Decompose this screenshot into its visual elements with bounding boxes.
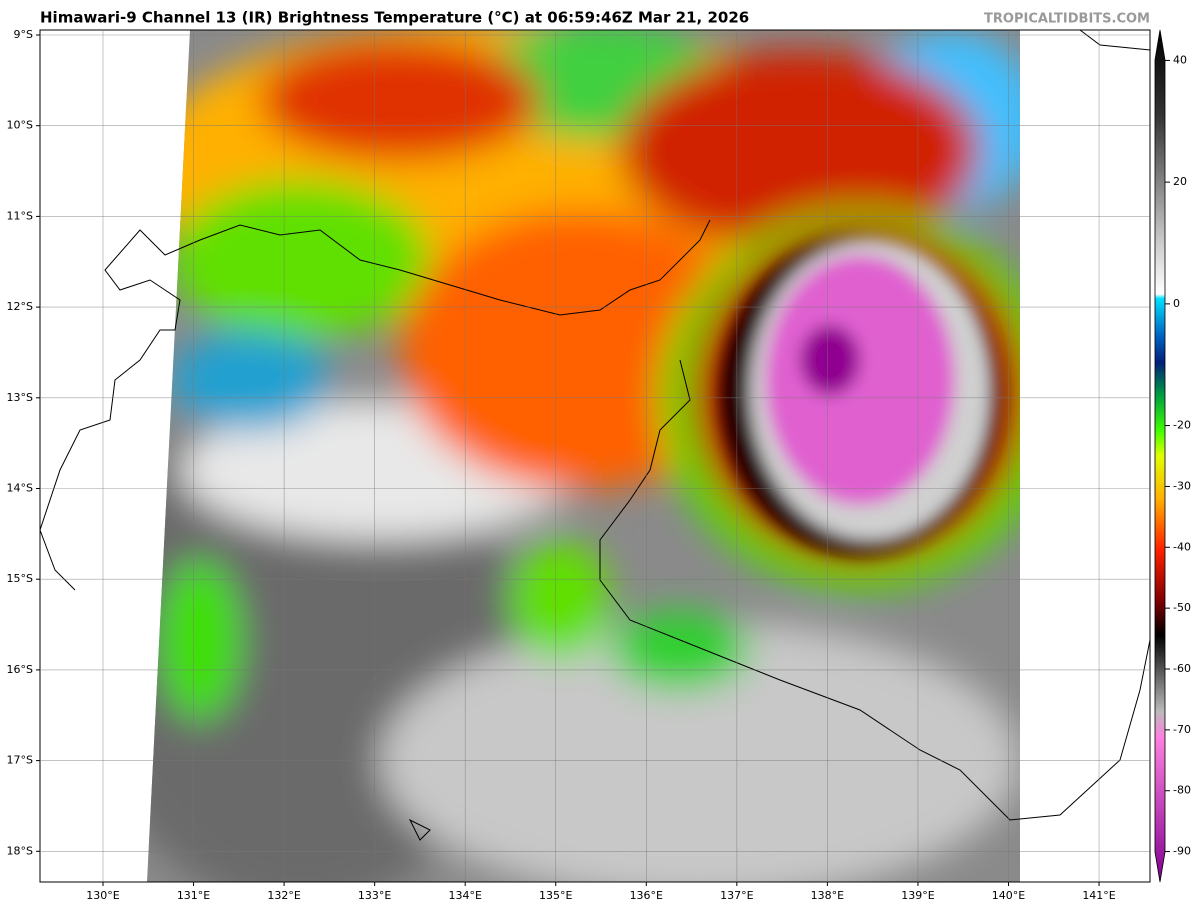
colorbar-tick-label: 0 [1173,297,1180,310]
colorbar-tick-label: -70 [1173,723,1191,736]
lat-label: 16°S [7,663,33,676]
colorbar-tick-label: -60 [1173,662,1191,675]
satellite-imagery [147,30,1020,882]
watermark: TROPICALTIDBITS.COM [984,12,1150,27]
lon-label: 133°E [358,889,391,902]
title: Himawari-9 Channel 13 (IR) Brightness Te… [40,9,749,27]
graticule: 9°S 10°S 11°S 12°S 13°S 14°S 15°S 16°S 17°S 18°S 1… [7,28,1150,902]
lat-label: 11°S [7,209,33,222]
lat-label: 12°S [7,300,33,313]
colorbar-tick-label: 40 [1173,53,1187,66]
lon-label: 141°E [1082,889,1115,902]
colorbar-tick-label: -90 [1173,845,1191,858]
lat-label: 13°S [7,391,33,404]
colorbar: 40 20 0 -20 -30 -40 -50 -60 -70 -80 -90 [1154,29,1191,883]
colorbar-tick-label: -40 [1173,540,1191,553]
colorbar-tick-label: -30 [1173,479,1191,492]
lat-label: 15°S [7,572,33,585]
colorbar-tick-label: -80 [1173,784,1191,797]
lat-label: 14°S [7,482,33,495]
map-frame [39,29,1151,883]
lat-label: 9°S [14,28,33,41]
lat-label: 10°S [7,119,33,132]
colorbar-tick-label: -20 [1173,419,1191,432]
colorbar-scale [1154,29,1166,883]
lon-label: 137°E [720,889,753,902]
lat-label: 17°S [7,754,33,767]
lon-label: 139°E [901,889,934,902]
lon-label: 131°E [177,889,210,902]
lon-label: 134°E [448,889,481,902]
lon-label: 136°E [630,889,663,902]
lon-label: 138°E [811,889,844,902]
lon-label: 140°E [992,889,1025,902]
lat-label: 18°S [7,844,33,857]
colorbar-tick-label: -50 [1173,601,1191,614]
lon-label: 130°E [86,889,119,902]
lon-label: 132°E [267,889,300,902]
colorbar-tick-label: 20 [1173,175,1187,188]
lon-label: 135°E [539,889,572,902]
